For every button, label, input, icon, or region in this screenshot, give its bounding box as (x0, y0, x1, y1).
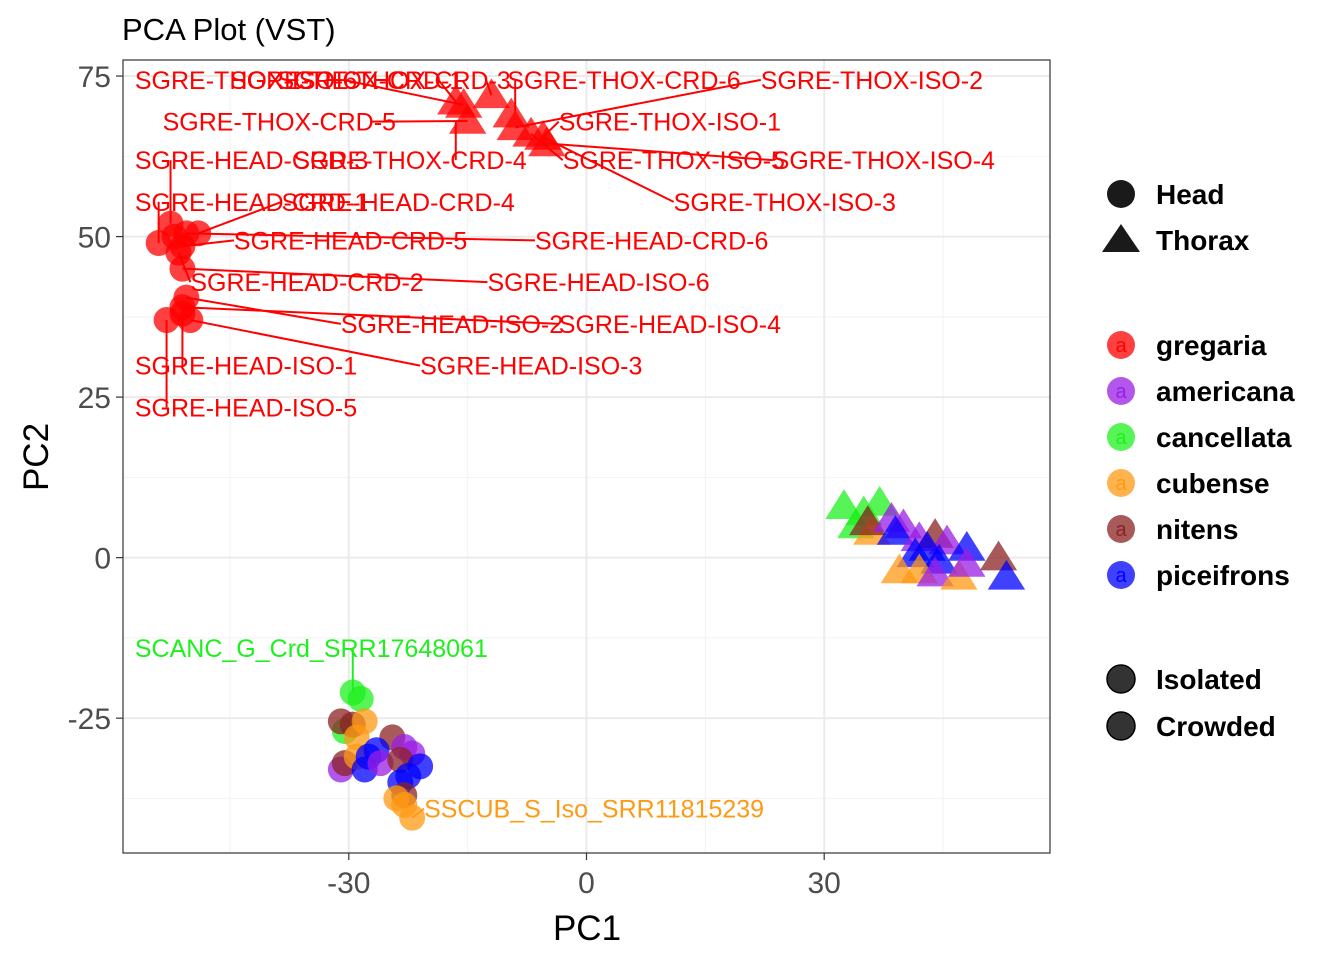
data-points (145, 78, 1026, 831)
point-label: SGRE-THOX-ISO-6 (135, 67, 357, 95)
data-point-circle (399, 804, 426, 831)
label-leader-line (343, 78, 464, 106)
point-label: SGRE-HEAD-CRD-1 (135, 189, 368, 217)
legend-species-label: cancellata (1156, 422, 1292, 453)
y-tick-label: 75 (78, 61, 111, 94)
point-label: SGRE-HEAD-ISO-4 (559, 311, 781, 339)
point-label: SGRE-HEAD-ISO-5 (135, 394, 357, 422)
point-label: SGRE-HEAD-CRD-2 (190, 269, 423, 297)
legend-condition-key (1106, 664, 1136, 694)
point-label: SGRE-THOX-CRD-4 (293, 147, 526, 175)
legend-species-label: nitens (1156, 514, 1238, 545)
data-point-triangle (916, 556, 954, 587)
data-point-circle (343, 724, 370, 751)
label-leader-line (542, 136, 675, 203)
y-tick-label: 0 (94, 543, 111, 576)
point-label: SGRE-HEAD-ISO-2 (341, 311, 563, 339)
point-label: SGRE-HEAD-ISO-3 (420, 353, 642, 381)
legend-condition-label: Isolated (1156, 664, 1262, 695)
legend-key-letter: a (1115, 565, 1127, 587)
data-point-circle (177, 307, 204, 334)
point-label: SGRE-HEAD-CRD-4 (281, 189, 514, 217)
label-leader-line (182, 306, 559, 325)
legend-key-letter: a (1115, 473, 1127, 495)
point-label: SGRE-THOX-ISO-4 (773, 147, 995, 175)
data-point-triangle (448, 104, 487, 134)
legend-key-letter: a (1115, 381, 1127, 403)
point-label: SGRE-THOX-ISO-2 (761, 67, 983, 95)
point-label: SGRE-HEAD-CRD-3 (135, 147, 368, 175)
legend-key-letter: a (1115, 335, 1127, 357)
point-label: SGRE-THOX-CRD-5 (163, 109, 396, 137)
x-axis-title: PC1 (553, 909, 621, 948)
data-point-triangle (896, 537, 935, 568)
label-leader-line (546, 142, 773, 162)
y-axis-title: PC2 (17, 423, 56, 491)
legend-species-key (1107, 515, 1135, 543)
point-label: SGRE-THOX-ISO-5 (563, 147, 785, 175)
data-point-triangle (876, 514, 915, 545)
point-labels: SGRE-THOX-ISO-6SGRE-THOX-CRD-1SGRE-THOX-… (135, 67, 995, 824)
legend-species-key (1107, 331, 1135, 359)
point-label: SGRE-THOX-CRD-1 (230, 67, 463, 95)
point-label: SGRE-HEAD-CRD-6 (535, 227, 768, 255)
point-label: SGRE-THOX-CRD-3 (278, 67, 511, 95)
legend-species-key (1107, 469, 1135, 497)
legend-species-label: cubense (1156, 468, 1270, 499)
point-label: SGRE-THOX-ISO-3 (674, 189, 896, 217)
data-point-triangle (528, 126, 566, 157)
legend-species-key (1107, 423, 1135, 451)
legend-condition-label: Crowded (1156, 711, 1276, 742)
x-tick-label: 30 (808, 867, 841, 900)
data-point-triangle (825, 489, 863, 520)
y-tick-label: -25 (68, 703, 111, 736)
point-label: SGRE-HEAD-CRD-5 (234, 227, 467, 255)
data-point-circle (169, 255, 196, 282)
legend-key-letter: a (1115, 427, 1127, 449)
label-leader-line (197, 200, 282, 235)
data-point-triangle (437, 84, 475, 115)
label-leader-line (186, 232, 536, 242)
point-label: SGRE-THOX-ISO-1 (559, 109, 781, 137)
data-point-circle (347, 685, 374, 712)
point-label: SGRE-THOX-CRD-6 (507, 67, 740, 95)
legend-species-label: piceifrons (1156, 560, 1290, 591)
label-leader-line (515, 78, 761, 129)
y-tick-label: 50 (78, 222, 111, 255)
point-label: SSCUB_S_Iso_SRR11815239 (424, 796, 764, 824)
label-leader-line (182, 267, 488, 284)
x-axis-ticks: -30 0 30 (327, 853, 841, 900)
point-label: SCANC_G_Crd_SRR17648061 (135, 635, 488, 663)
x-tick-label: -30 (327, 867, 370, 900)
data-point-circle (185, 220, 212, 247)
legend-key-letter: a (1115, 519, 1127, 541)
legend-circle-key (1107, 180, 1135, 208)
legend: Head Thorax a gregaria a americana a cancellata… (1102, 179, 1295, 742)
legend-species-key (1107, 377, 1135, 405)
data-point-circle (367, 750, 394, 777)
data-point-triangle (948, 531, 986, 561)
legend-tissue-label: Thorax (1156, 225, 1250, 256)
legend-species-key (1107, 561, 1135, 589)
legend-condition-key (1106, 711, 1136, 741)
point-label: SGRE-HEAD-ISO-6 (487, 269, 709, 297)
point-label: SGRE-HEAD-ISO-1 (135, 353, 357, 381)
y-tick-label: 25 (78, 382, 111, 415)
chart-title: PCA Plot (VST) (122, 12, 336, 47)
data-point-triangle (948, 547, 986, 577)
data-point-triangle (472, 78, 511, 109)
data-point-triangle (987, 559, 1026, 590)
legend-tissue-label: Head (1156, 179, 1224, 210)
y-axis-ticks: -25 0 25 50 75 (68, 61, 123, 736)
legend-triangle-key (1102, 224, 1140, 252)
x-tick-label: 0 (578, 867, 595, 900)
label-leader-line (371, 120, 468, 123)
legend-species-label: gregaria (1156, 330, 1267, 361)
legend-species-label: americana (1156, 376, 1295, 407)
label-leader-line (190, 319, 421, 367)
